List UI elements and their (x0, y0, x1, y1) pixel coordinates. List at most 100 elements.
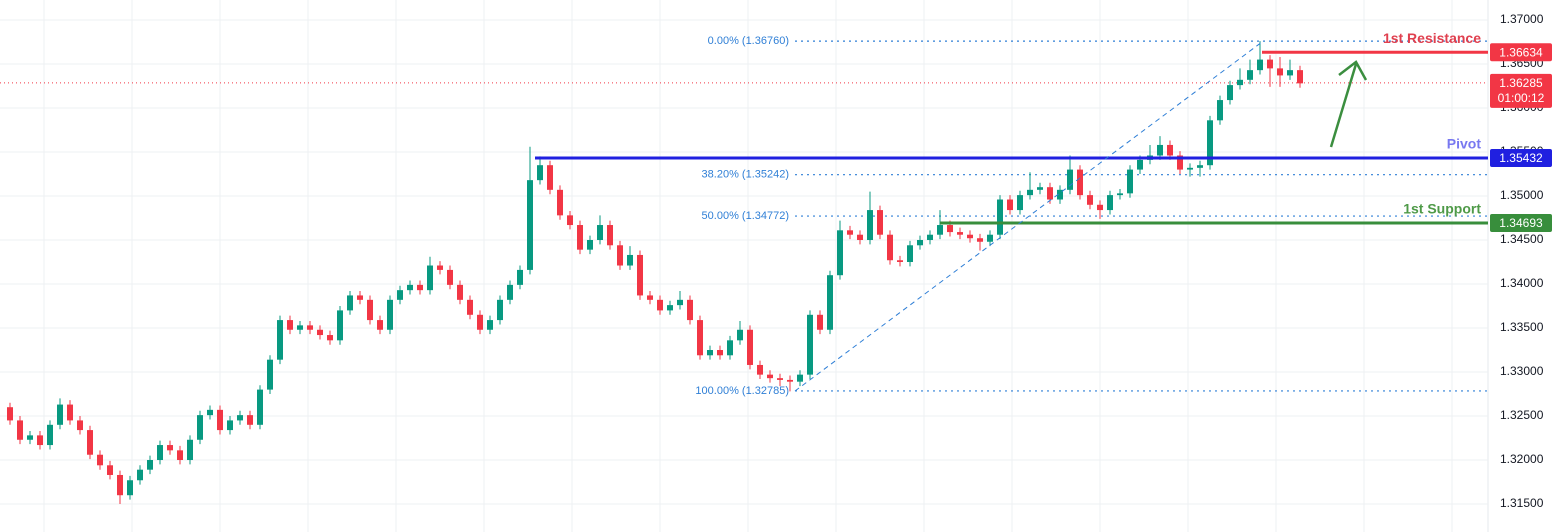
candle-body (1127, 169, 1133, 194)
y-tick-label: 1.32000 (1500, 452, 1544, 466)
candle-body (627, 254, 633, 266)
candle-body (367, 299, 373, 321)
candle-body (447, 269, 453, 285)
level-label: 1st Support (1403, 201, 1481, 217)
candle-body (1137, 159, 1143, 170)
candle-body (637, 254, 643, 296)
y-tick-label: 1.31500 (1500, 496, 1544, 510)
y-tick-label: 1.33000 (1500, 364, 1544, 378)
candle-body (977, 238, 983, 242)
candle-body (537, 165, 543, 181)
y-tick-label: 1.34500 (1500, 232, 1544, 246)
candle-body (1067, 169, 1073, 190)
candle-body (1097, 204, 1103, 211)
fib-trend-line (794, 41, 1263, 392)
candle-body (77, 420, 83, 431)
candle-body (147, 460, 153, 470)
candle-body (757, 364, 763, 375)
candle-body (557, 189, 563, 216)
candle-body (1237, 79, 1243, 86)
candle-body (1167, 144, 1173, 156)
candle-body (37, 435, 43, 446)
fib-level-label: 100.00% (1.32785) (695, 385, 789, 397)
arrow-shaft (1329, 63, 1358, 148)
candle-body (1227, 85, 1233, 101)
candle-body (507, 284, 513, 300)
candle-body (1027, 189, 1033, 196)
candle-body (1037, 187, 1043, 190)
candle-body (277, 320, 283, 360)
candle-body (237, 415, 243, 421)
level-label: Pivot (1447, 136, 1482, 152)
arrow-head (1338, 60, 1368, 81)
countdown-label: 01:00:12 (1498, 91, 1545, 105)
candle-body (297, 325, 303, 330)
candle-body (157, 445, 163, 461)
candle-body (957, 232, 963, 235)
candle-body (1087, 195, 1093, 205)
candle-body (137, 469, 143, 481)
candle-body (57, 404, 63, 425)
candle-body (1007, 199, 1013, 211)
candle-body (737, 329, 743, 341)
candle-body (947, 225, 953, 233)
candle-body (837, 230, 843, 276)
arrow (1329, 60, 1368, 148)
candle-body (587, 239, 593, 250)
fib-level-label: 50.00% (1.34772) (702, 210, 789, 222)
candle-body (667, 305, 673, 311)
candle-body (187, 439, 193, 461)
candle-body (1057, 189, 1063, 200)
candle-body (177, 450, 183, 461)
candle-body (1157, 144, 1163, 156)
candle-body (717, 350, 723, 356)
candle-body (27, 435, 33, 440)
candle-body (1107, 195, 1113, 211)
candle-body (497, 299, 503, 321)
candle-body (897, 260, 903, 262)
candle-body (387, 299, 393, 330)
candle-body (1017, 195, 1023, 211)
candle-body (467, 299, 473, 315)
level-price-box (1490, 43, 1552, 62)
candle-body (287, 320, 293, 330)
candle-body (437, 265, 443, 270)
level-price-label: 1.34693 (1499, 216, 1543, 230)
level-price-box (1490, 148, 1552, 167)
candle-body (1257, 59, 1263, 71)
candle-body (657, 299, 663, 311)
candle-body (337, 310, 343, 341)
y-tick-label: 1.32500 (1500, 408, 1544, 422)
level-price-box (1490, 214, 1552, 233)
level-price-label: 1.35432 (1499, 151, 1543, 165)
last-price-box (1490, 73, 1552, 108)
candle-body (1207, 120, 1213, 166)
candle-body (167, 445, 173, 451)
last-price-label: 1.36285 (1499, 76, 1543, 90)
candle-body (867, 210, 873, 240)
candle-body (857, 234, 863, 240)
candle-body (827, 275, 833, 330)
candle-body (967, 234, 973, 239)
y-tick-label: 1.33500 (1500, 320, 1544, 334)
candle-body (457, 284, 463, 300)
candle-body (1247, 70, 1253, 80)
candle-body (927, 234, 933, 240)
candle-body (1047, 187, 1053, 200)
candle-body (577, 225, 583, 250)
candle-body (487, 320, 493, 330)
candle-body (97, 454, 103, 466)
candle-body (767, 374, 773, 379)
candle-body (1277, 68, 1283, 76)
candle-body (477, 314, 483, 330)
candle-body (427, 265, 433, 291)
candle-body (787, 379, 793, 382)
candle-body (397, 290, 403, 300)
candle-body (1177, 155, 1183, 170)
candle-body (697, 320, 703, 356)
candle-body (647, 295, 653, 300)
candle-body (377, 320, 383, 330)
candle-body (877, 210, 883, 235)
